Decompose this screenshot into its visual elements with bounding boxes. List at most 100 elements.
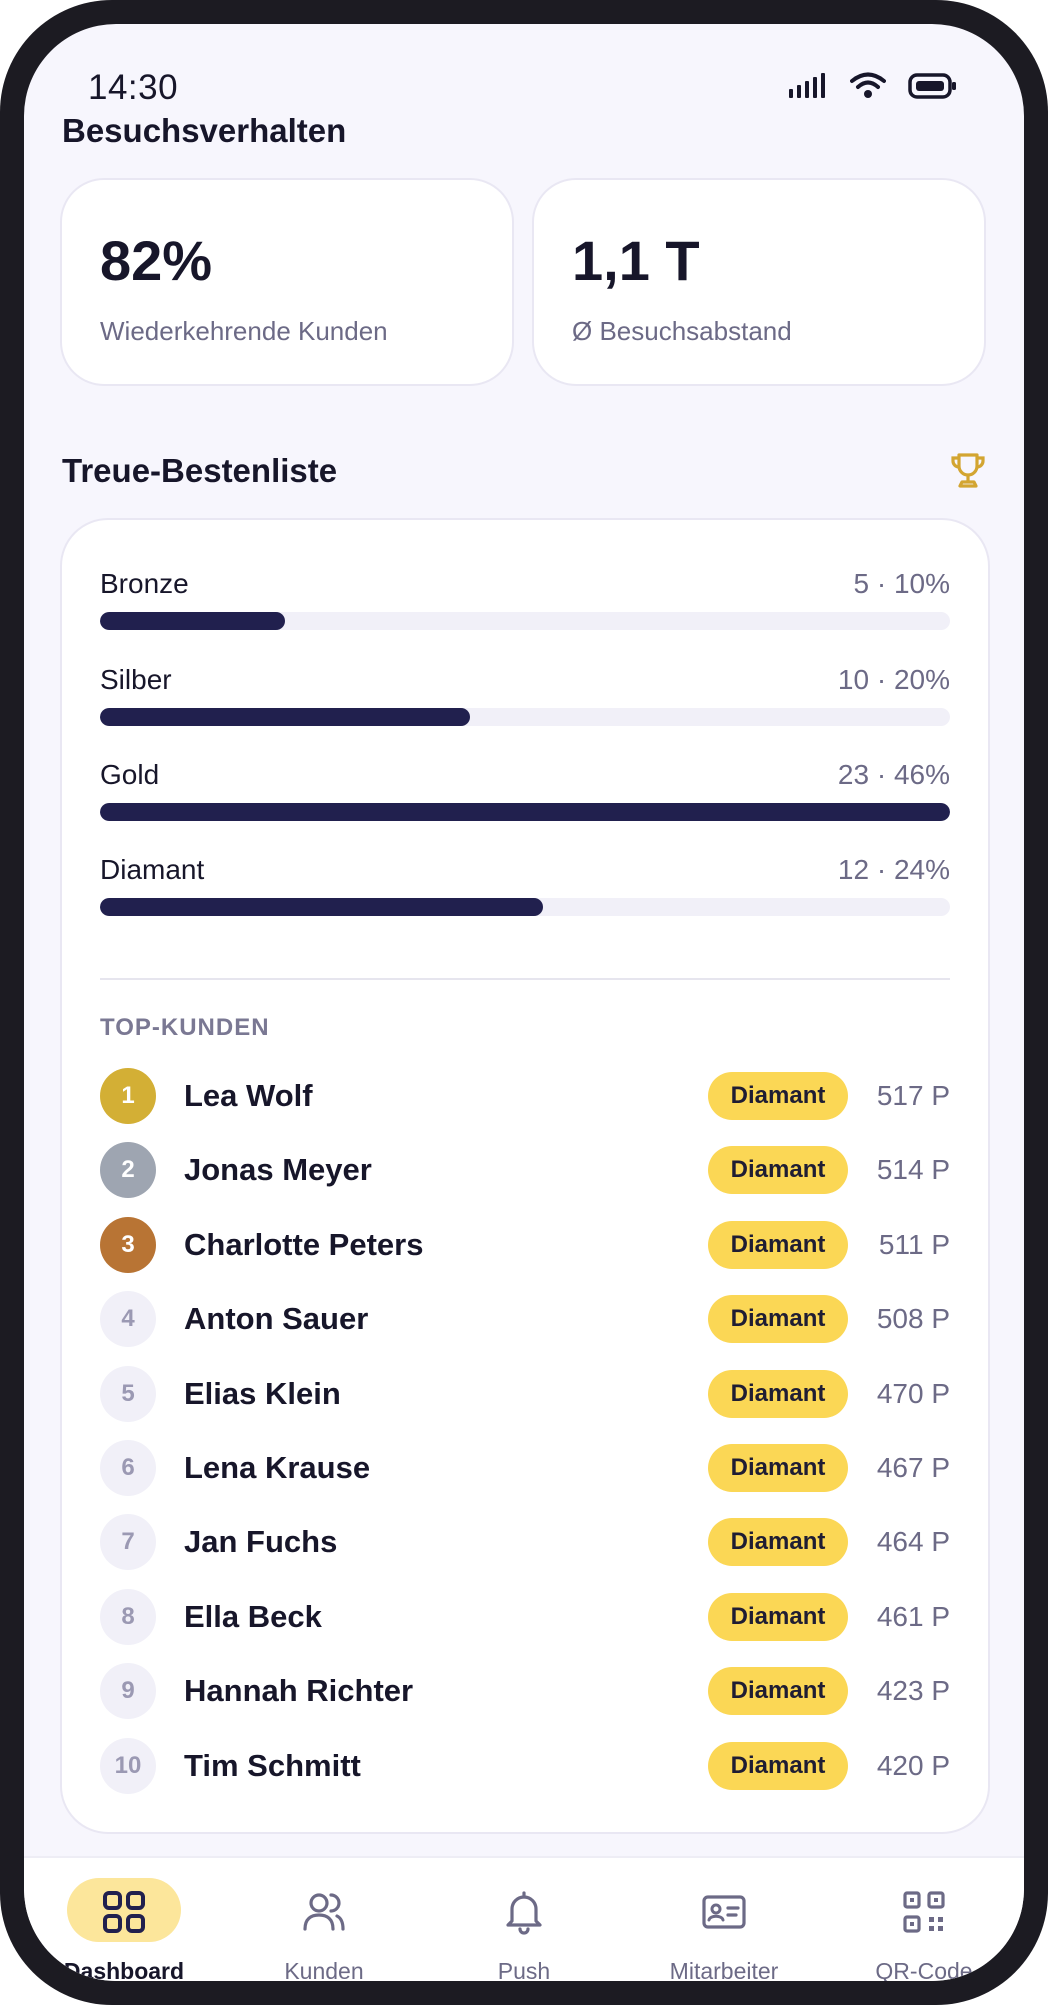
leaderboard-card: Bronze 5 · 10% Silber 10 · 20% Gold 23 · 46% D… (60, 518, 990, 1834)
tier-badge: Diamant (708, 1592, 848, 1641)
customer-name: Hannah Richter (184, 1673, 414, 1709)
tier-badge: Diamant (708, 1220, 848, 1269)
customer-name: Tim Schmitt (184, 1747, 361, 1783)
customer-name: Jonas Meyer (184, 1152, 372, 1188)
tier-badge: Diamant (708, 1369, 848, 1418)
customer-points: 420 P (876, 1749, 950, 1781)
rank-badge: 4 (100, 1291, 156, 1348)
stat-label: Wiederkehrende Kunden (100, 316, 388, 346)
customer-name: Lea Wolf (184, 1078, 313, 1113)
stat-label: Ø Besuchsabstand (572, 316, 792, 346)
customer-points: 517 P (876, 1080, 950, 1111)
visit-interval-card: 1,1 T Ø Besuchsabstand (532, 178, 986, 386)
tier-row: Bronze 5 · 10% (100, 568, 950, 632)
nav-label: Push (497, 1958, 551, 1981)
tier-badge: Diamant (708, 1667, 848, 1716)
tier-badge: Diamant (708, 1444, 848, 1492)
rank-badge: 7 (100, 1514, 156, 1571)
leaderboard-title: Treue-Bestenliste (62, 452, 338, 489)
customer-points: 461 P (876, 1600, 950, 1632)
customer-points: 511 P (878, 1228, 950, 1260)
customer-row[interactable]: 3 Charlotte Peters Diamant 511 P (100, 1215, 950, 1275)
tier-progress-fill (100, 803, 950, 821)
app-screen: 14:30 Besuchsverhalten 82% (24, 24, 1024, 1981)
tier-progress-fill (100, 612, 285, 630)
tier-badge: Diamant (708, 1518, 848, 1567)
customer-points: 467 P (876, 1452, 950, 1483)
tier-progress-track (100, 898, 950, 916)
nav-label: Mitarbeiter (669, 1958, 779, 1981)
rank-badge: 9 (100, 1663, 156, 1720)
divider (100, 978, 950, 980)
nav-label: Dashboard (63, 1958, 185, 1981)
tier-stat: 12 · 24% (837, 854, 950, 885)
customer-row[interactable]: 4 Anton Sauer Diamant 508 P (100, 1289, 950, 1349)
top-customers-label: TOP-KUNDEN (100, 1014, 270, 1041)
tier-progress-fill (100, 708, 470, 726)
rank-badge: 5 (100, 1365, 156, 1422)
nav-qr-code[interactable]: QR-Code (824, 1858, 1024, 1981)
users-icon (303, 1893, 345, 1931)
customer-row[interactable]: 5 Elias Klein Diamant 470 P (100, 1364, 950, 1424)
tier-badge: Diamant (708, 1072, 848, 1120)
customer-name: Anton Sauer (184, 1301, 369, 1337)
tier-name: Gold (100, 759, 160, 790)
bell-icon (506, 1891, 542, 1935)
trophy-icon (951, 453, 985, 488)
tier-row: Gold 23 · 46% (100, 759, 950, 823)
rank-badge: 3 (100, 1216, 156, 1273)
active-indicator (67, 1878, 181, 1942)
rank-badge: 8 (100, 1588, 156, 1645)
rank-badge: 10 (100, 1737, 156, 1794)
customer-row[interactable]: 2 Jonas Meyer Diamant 514 P (100, 1140, 950, 1200)
tier-stat: 5 · 10% (853, 568, 951, 599)
customer-row[interactable]: 10 Tim Schmitt Diamant 420 P (100, 1736, 950, 1796)
tier-row: Silber 10 · 20% (100, 664, 950, 728)
tier-badge: Diamant (708, 1146, 848, 1195)
nav-push[interactable]: Push (424, 1858, 624, 1981)
grid-icon (103, 1891, 145, 1933)
tier-row: Diamant 12 · 24% (100, 854, 950, 918)
bottom-nav: Dashboard Kunden Push (24, 1856, 1024, 1981)
nav-label: Kunden (284, 1958, 364, 1981)
customer-name: Jan Fuchs (184, 1524, 338, 1560)
customer-row[interactable]: 7 Jan Fuchs Diamant 464 P (100, 1512, 950, 1572)
customer-row[interactable]: 9 Hannah Richter Diamant 423 P (100, 1661, 950, 1721)
customer-points: 514 P (876, 1154, 950, 1186)
wifi-icon (850, 72, 886, 98)
rank-badge: 6 (100, 1440, 156, 1496)
nav-dashboard[interactable]: Dashboard (24, 1858, 224, 1981)
status-time: 14:30 (88, 68, 179, 107)
customer-name: Elias Klein (184, 1375, 341, 1411)
tier-name: Silber (100, 664, 172, 695)
tier-name: Bronze (100, 568, 189, 599)
qr-code-icon (903, 1891, 945, 1933)
tier-stat: 23 · 46% (837, 759, 950, 790)
stat-value: 1,1 T (572, 229, 700, 292)
status-icons (788, 72, 958, 100)
customer-row[interactable]: 8 Ella Beck Diamant 461 P (100, 1587, 950, 1647)
customer-name: Lena Krause (184, 1450, 371, 1485)
signal-icon (789, 73, 825, 98)
customer-name: Ella Beck (184, 1598, 322, 1634)
tier-stat: 10 · 20% (837, 664, 950, 695)
returning-customers-card: 82% Wiederkehrende Kunden (60, 178, 514, 386)
tier-progress-fill (100, 898, 544, 916)
nav-mitarbeiter[interactable]: Mitarbeiter (624, 1858, 824, 1981)
visit-behavior-title: Besuchsverhalten (62, 112, 347, 149)
rank-badge: 2 (100, 1142, 156, 1199)
tier-badge: Diamant (708, 1295, 848, 1344)
nav-label: QR-Code (875, 1958, 973, 1981)
tier-progress-track (100, 708, 950, 726)
customer-points: 423 P (876, 1675, 950, 1707)
customer-points: 508 P (876, 1303, 950, 1335)
tier-name: Diamant (100, 854, 205, 885)
customer-row[interactable]: 1 Lea Wolf Diamant 517 P (100, 1066, 950, 1126)
nav-kunden[interactable]: Kunden (224, 1858, 424, 1981)
customer-points: 470 P (876, 1377, 950, 1409)
stat-value: 82% (100, 229, 213, 292)
tier-progress-track (100, 803, 950, 821)
customer-row[interactable]: 6 Lena Krause Diamant 467 P (100, 1438, 950, 1498)
battery-icon (908, 73, 956, 99)
